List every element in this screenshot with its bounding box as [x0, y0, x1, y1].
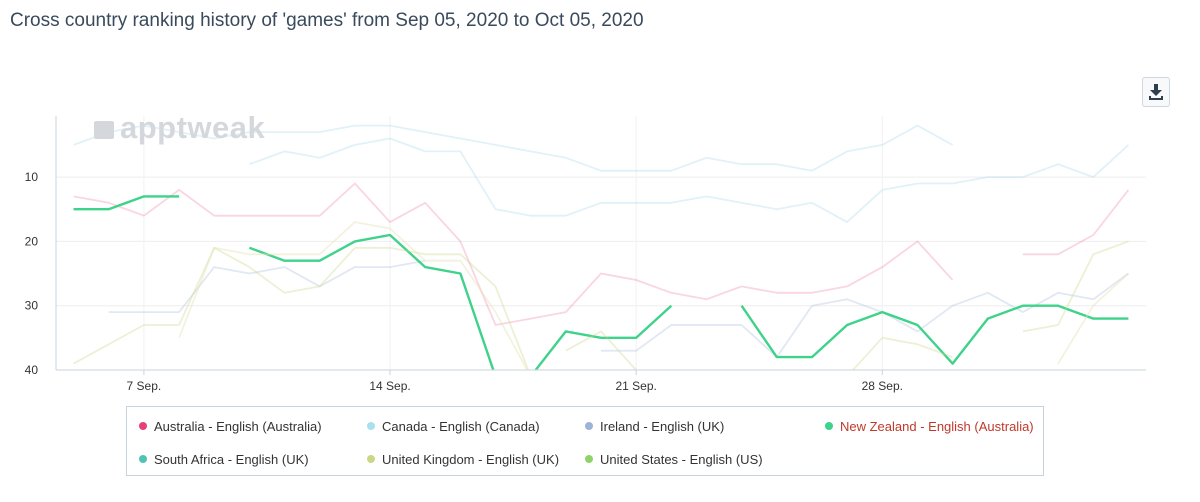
legend-dot-icon [367, 455, 375, 463]
legend-label: South Africa - English (UK) [154, 452, 309, 467]
page-title: Cross country ranking history of 'games'… [10, 10, 644, 31]
x-tick-label: 14 Sep. [369, 379, 410, 393]
legend-item[interactable]: Australia - English (Australia) [139, 419, 322, 434]
y-tick-label: 10 [25, 170, 39, 184]
chart-grid [56, 116, 1146, 371]
series-line-2 [249, 137, 1130, 223]
legend-label: United Kingdom - English (UK) [382, 452, 560, 467]
legend-dot-icon [139, 422, 147, 430]
legend-dot-icon [825, 422, 833, 430]
legend-label: Canada - English (Canada) [382, 419, 540, 434]
legend-label: United States - English (US) [600, 452, 763, 467]
legend-item[interactable]: Canada - English (Canada) [367, 419, 540, 434]
y-tick-label: 40 [25, 363, 39, 377]
chart-legend: Australia - English (Australia) Canada - … [126, 406, 1044, 476]
x-tick-label: 28 Sep. [862, 379, 903, 393]
series-line-3 [108, 259, 1129, 358]
x-tick-label: 7 Sep. [127, 379, 162, 393]
legend-label: New Zealand - English (Australia) [840, 419, 1034, 434]
legend-item[interactable]: United States - English (US) [585, 452, 763, 467]
chart-axes: 10 20 30 40 7 Sep. 14 Sep. 21 Sep. 28 Sep. [25, 116, 1146, 393]
legend-item[interactable]: Ireland - English (UK) [585, 419, 724, 434]
ranking-chart: 10 20 30 40 7 Sep. 14 Sep. 21 Sep. 28 Sep. [25, 116, 1146, 393]
legend-dot-icon [585, 422, 593, 430]
series-line-4 [73, 195, 1129, 370]
legend-item[interactable]: South Africa - English (UK) [139, 452, 309, 467]
legend-label: Australia - English (Australia) [154, 419, 322, 434]
legend-item[interactable]: New Zealand - English (Australia) [825, 419, 1034, 434]
legend-label: Ireland - English (UK) [600, 419, 725, 434]
y-tick-label: 20 [25, 234, 39, 248]
y-tick-label: 30 [25, 299, 39, 313]
legend-dot-icon [139, 455, 147, 463]
series-line-6 [73, 240, 1129, 370]
series-line-7 [178, 221, 1130, 370]
series-line-1 [73, 124, 954, 172]
x-tick-label: 21 Sep. [615, 379, 656, 393]
chart-series [73, 124, 1130, 370]
legend-dot-icon [585, 455, 593, 463]
legend-dot-icon [367, 422, 375, 430]
series-line-0 [73, 182, 1130, 326]
watermark: apptweak [94, 110, 265, 146]
legend-item[interactable]: United Kingdom - English (UK) [367, 452, 559, 467]
watermark-text: apptweak [120, 110, 266, 145]
download-icon [1149, 84, 1163, 100]
download-button[interactable] [1142, 77, 1170, 107]
chart-logo-icon [94, 121, 114, 139]
